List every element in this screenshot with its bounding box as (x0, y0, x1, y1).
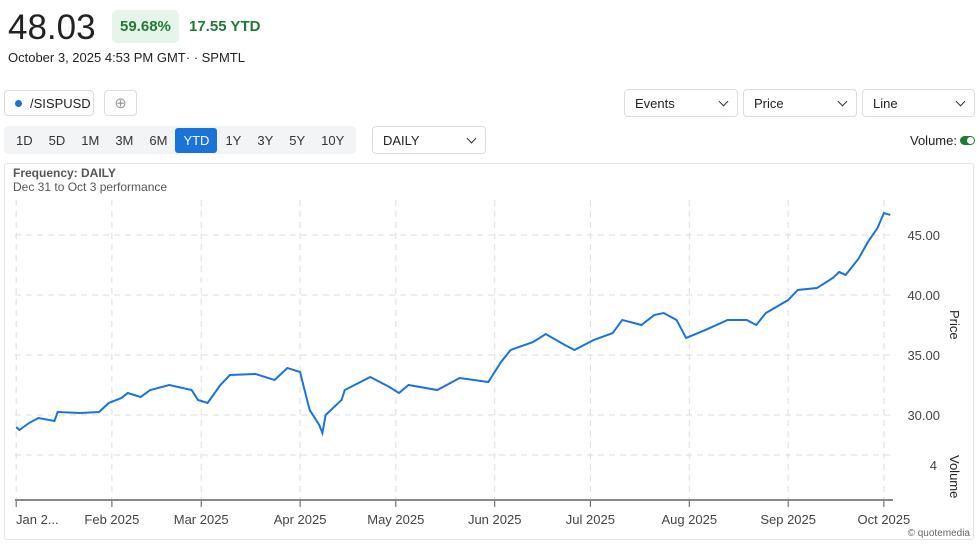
add-symbol-button[interactable]: ⊕ (104, 90, 137, 116)
volume-toggle[interactable]: Volume: (910, 133, 975, 148)
range-1m[interactable]: 1M (81, 132, 100, 148)
performance-label: Dec 31 to Oct 3 performance (13, 180, 168, 194)
events-value: Events (635, 95, 675, 111)
volume-tick-label: 4 (930, 458, 937, 473)
volume-label: Volume: (910, 133, 957, 148)
last-price: 48.03 (8, 8, 96, 47)
frequency-select[interactable]: DAILY (372, 126, 486, 154)
range-5d[interactable]: 5D (48, 132, 66, 148)
range-1y[interactable]: 1Y (225, 132, 242, 148)
y-tick-label: 40.00 (907, 288, 940, 303)
symbol-chip[interactable]: /SISPUSD (4, 90, 94, 116)
x-tick-label: Feb 2025 (84, 512, 139, 527)
x-tick-label: Sep 2025 (760, 512, 816, 527)
y-axis-label: Price (947, 310, 962, 340)
events-select[interactable]: Events (624, 89, 738, 117)
volume-axis-label: Volume (947, 455, 962, 498)
y-tick-label: 45.00 (907, 228, 940, 243)
x-tick-label: Jul 2025 (566, 512, 615, 527)
price-line (15, 211, 891, 437)
y-tick-label: 35.00 (907, 348, 940, 363)
y-tick-label: 30.00 (907, 408, 940, 423)
x-tick-label: May 2025 (367, 512, 424, 527)
price-value: Price (754, 95, 784, 111)
plus-circle-icon: ⊕ (114, 95, 127, 112)
x-tick-label: Oct 2025 (857, 512, 910, 527)
range-ytd[interactable]: YTD (175, 127, 218, 153)
range-1d[interactable]: 1D (16, 132, 33, 148)
series-color-dot (15, 99, 22, 107)
chart-panel (4, 163, 974, 540)
x-tick-label: Aug 2025 (661, 512, 717, 527)
chart-type-select[interactable]: Line (862, 89, 975, 117)
x-tick-label: Jan 2... (16, 512, 59, 527)
range-5y[interactable]: 5Y (289, 132, 306, 148)
range-3y[interactable]: 3Y (257, 132, 274, 148)
quotemedia-credit: © quotemedia (908, 528, 971, 539)
x-tick-label: Jun 2025 (468, 512, 522, 527)
change-percent-badge: 59.68% (112, 10, 179, 43)
x-tick-label: Apr 2025 (274, 512, 327, 527)
symbol-label: /SISPUSD (30, 95, 91, 111)
range-selector: 1D 5D 1M 3M 6M YTD 1Y 3Y 5Y 10Y (4, 126, 357, 154)
chart-type-value: Line (873, 95, 898, 111)
frequency-value: DAILY (383, 132, 420, 148)
toggle-switch[interactable] (959, 136, 975, 145)
change-ytd: 17.55 YTD (189, 18, 261, 35)
range-10y[interactable]: 10Y (321, 132, 345, 148)
range-3m[interactable]: 3M (115, 132, 134, 148)
timestamp: October 3, 2025 4:53 PM GMT· · SPMTL (8, 50, 245, 65)
price-select[interactable]: Price (743, 89, 857, 117)
x-tick-label: Mar 2025 (174, 512, 229, 527)
frequency-label: Frequency: DAILY (13, 166, 116, 180)
range-6m[interactable]: 6M (149, 132, 168, 148)
